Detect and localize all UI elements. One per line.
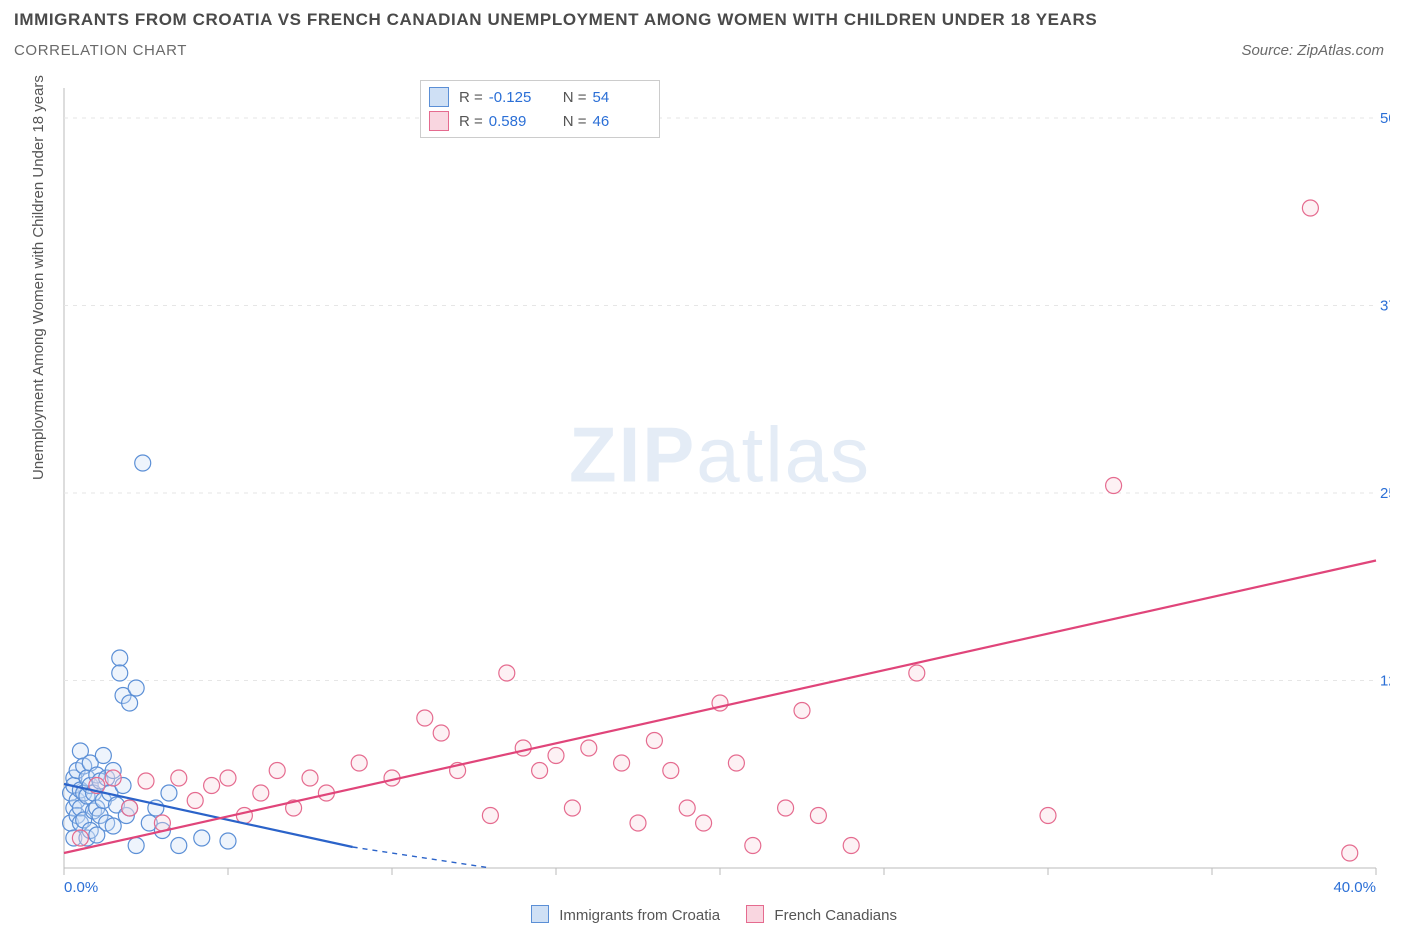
svg-text:40.0%: 40.0% <box>1333 879 1376 896</box>
source-label: Source: ZipAtlas.com <box>1241 42 1384 59</box>
svg-text:0.0%: 0.0% <box>64 879 98 896</box>
n-label: N = <box>563 89 587 106</box>
correlation-legend: R = -0.125 N = 54 R = 0.589 N = 46 <box>420 80 660 138</box>
r-label: R = <box>459 89 483 106</box>
swatch-icon <box>746 905 764 923</box>
chart-subtitle: CORRELATION CHART <box>14 42 187 59</box>
svg-text:50.0%: 50.0% <box>1380 110 1390 127</box>
n-value: 46 <box>593 113 649 130</box>
chart-title: IMMIGRANTS FROM CROATIA VS FRENCH CANADI… <box>14 10 1097 30</box>
chart-area: ZIPatlas 12.5%25.0%37.5%50.0%0.0%40.0% <box>50 78 1390 898</box>
correlation-row-a: R = -0.125 N = 54 <box>429 85 649 109</box>
r-value: -0.125 <box>489 89 545 106</box>
svg-text:37.5%: 37.5% <box>1380 298 1390 315</box>
r-label: R = <box>459 113 483 130</box>
legend-label: Immigrants from Croatia <box>559 907 720 924</box>
correlation-row-b: R = 0.589 N = 46 <box>429 109 649 133</box>
svg-text:12.5%: 12.5% <box>1380 673 1390 690</box>
swatch-icon <box>429 87 449 107</box>
svg-text:25.0%: 25.0% <box>1380 485 1390 502</box>
swatch-icon <box>429 111 449 131</box>
n-value: 54 <box>593 89 649 106</box>
r-value: 0.589 <box>489 113 545 130</box>
legend-label: French Canadians <box>774 907 897 924</box>
series-legend: Immigrants from Croatia French Canadians <box>0 905 1406 924</box>
swatch-icon <box>531 905 549 923</box>
y-axis-label: Unemployment Among Women with Children U… <box>30 75 47 480</box>
n-label: N = <box>563 113 587 130</box>
scatter-chart-svg: 12.5% 25.0% 37.5% 50.0% 0.0% 40.0% <box>50 78 1390 898</box>
page-root: IMMIGRANTS FROM CROATIA VS FRENCH CANADI… <box>0 0 1406 930</box>
